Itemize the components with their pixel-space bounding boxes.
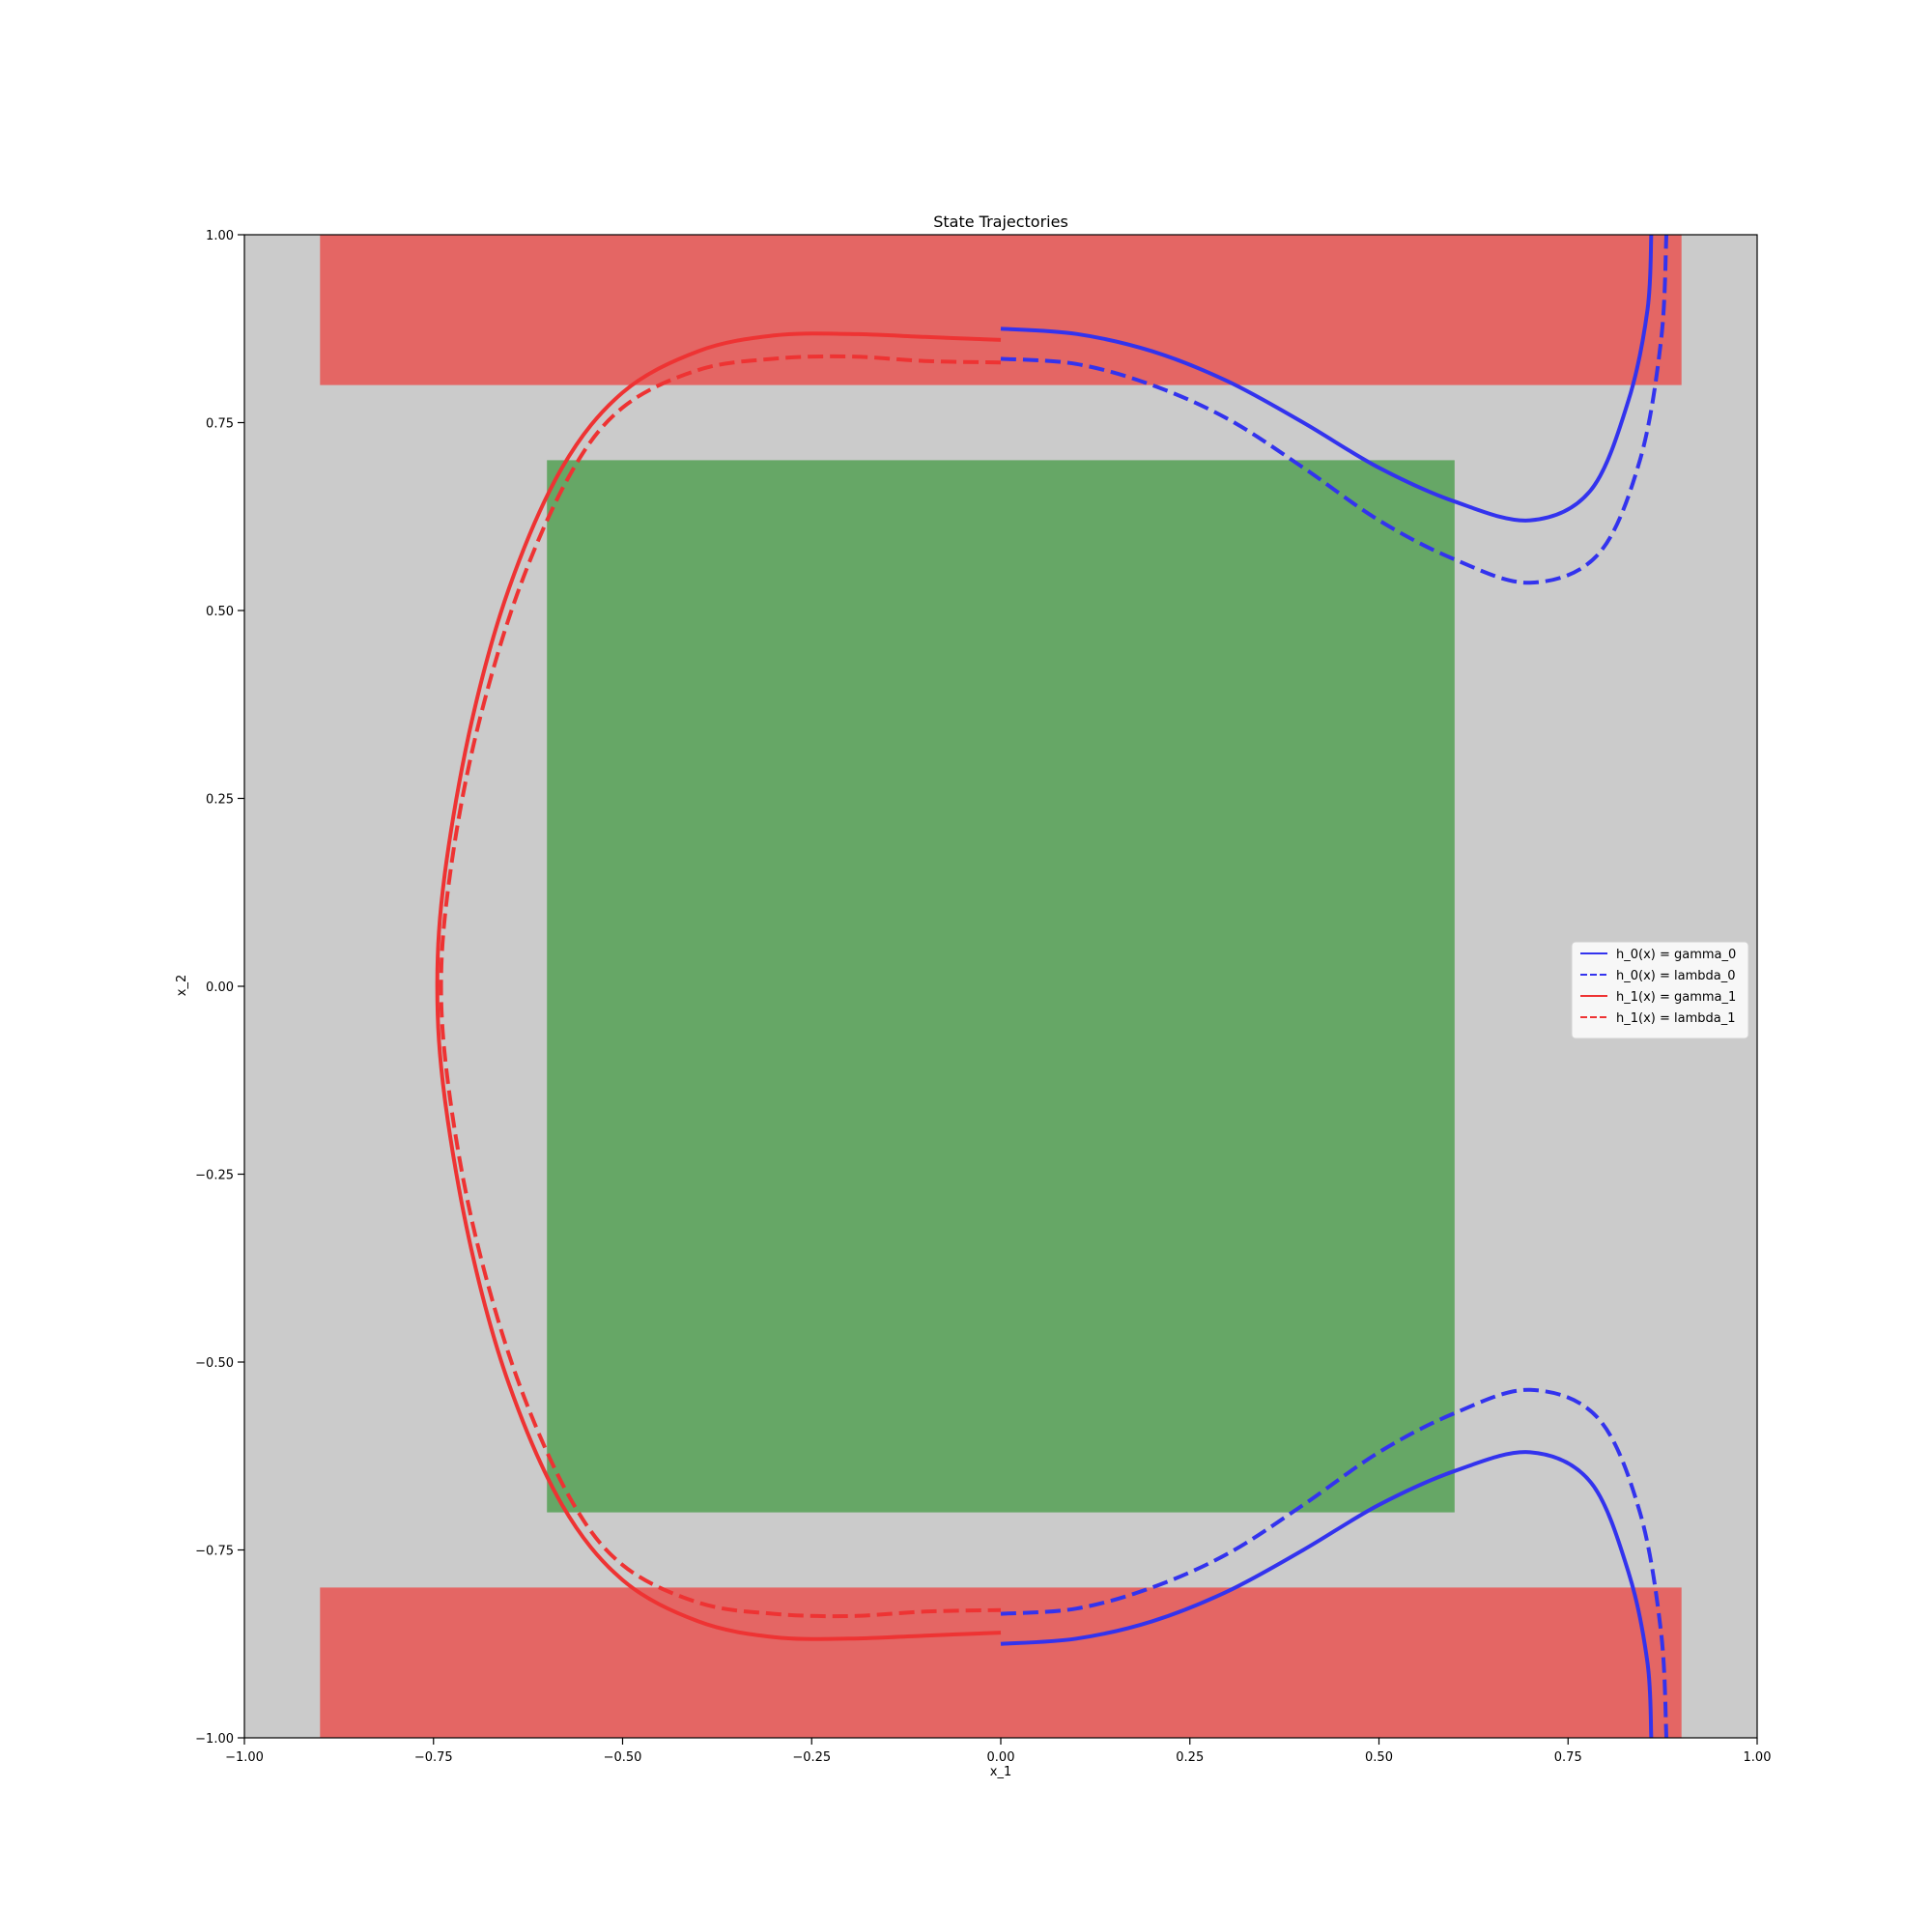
y-tick-label: −1.00 <box>195 1732 234 1747</box>
trajectory-line-3 <box>439 354 1002 1619</box>
legend-label-2: h_1(x) = gamma_1 <box>1616 990 1736 1005</box>
x-tick-label: 0.25 <box>1176 1750 1204 1765</box>
trajectory-line-5 <box>1000 1387 1669 1739</box>
x-tick-label: 0.75 <box>1554 1750 1582 1765</box>
x-tick-label: 1.00 <box>1744 1750 1772 1765</box>
y-axis-label: x_2 <box>175 975 189 996</box>
plot-area <box>243 234 1758 1739</box>
legend-label-3: h_1(x) = lambda_1 <box>1616 1011 1736 1026</box>
y-tick-label: 0.75 <box>206 417 234 432</box>
y-axis-ticks: 1.00 0.75 0.50 0.25 0.00 −0.25 −0.50 −0.75 −1.00 <box>195 229 244 1747</box>
x-tick-label: 0.50 <box>1365 1750 1393 1765</box>
y-tick-label: −0.75 <box>195 1545 234 1559</box>
y-tick-label: 0.25 <box>206 793 234 808</box>
x-tick-label: −1.00 <box>225 1750 264 1765</box>
x-axis-label: x_1 <box>990 1765 1011 1779</box>
initial-region-2 <box>547 460 1455 1513</box>
legend: h_0(x) = gamma_0 h_0(x) = lambda_0 h_1(x) … <box>1571 941 1749 1039</box>
y-tick-label: 0.00 <box>206 980 234 995</box>
trajectory-line-1 <box>1000 234 1669 585</box>
trajectory-line-4 <box>1000 1450 1654 1739</box>
x-tick-label: −0.25 <box>792 1750 831 1765</box>
x-axis-ticks: −1.00 −0.75 −0.50 −0.25 0.00 0.25 0.50 0.75 1.00 <box>225 1738 1771 1765</box>
y-tick-label: −0.50 <box>195 1356 234 1371</box>
y-tick-label: −0.25 <box>195 1169 234 1183</box>
legend-box <box>1571 941 1749 1039</box>
y-tick-label: 1.00 <box>206 229 234 243</box>
x-tick-label: −0.50 <box>604 1750 642 1765</box>
legend-label-1: h_0(x) = lambda_0 <box>1616 969 1736 983</box>
chart-title: State Trajectories <box>933 213 1068 231</box>
legend-label-0: h_0(x) = gamma_0 <box>1616 948 1736 962</box>
trajectory-line-2 <box>435 331 1002 1641</box>
trajectory-line-0 <box>1000 234 1654 523</box>
x-tick-label: 0.00 <box>987 1750 1015 1765</box>
x-tick-label: −0.75 <box>414 1750 453 1765</box>
y-tick-label: 0.50 <box>206 605 234 619</box>
